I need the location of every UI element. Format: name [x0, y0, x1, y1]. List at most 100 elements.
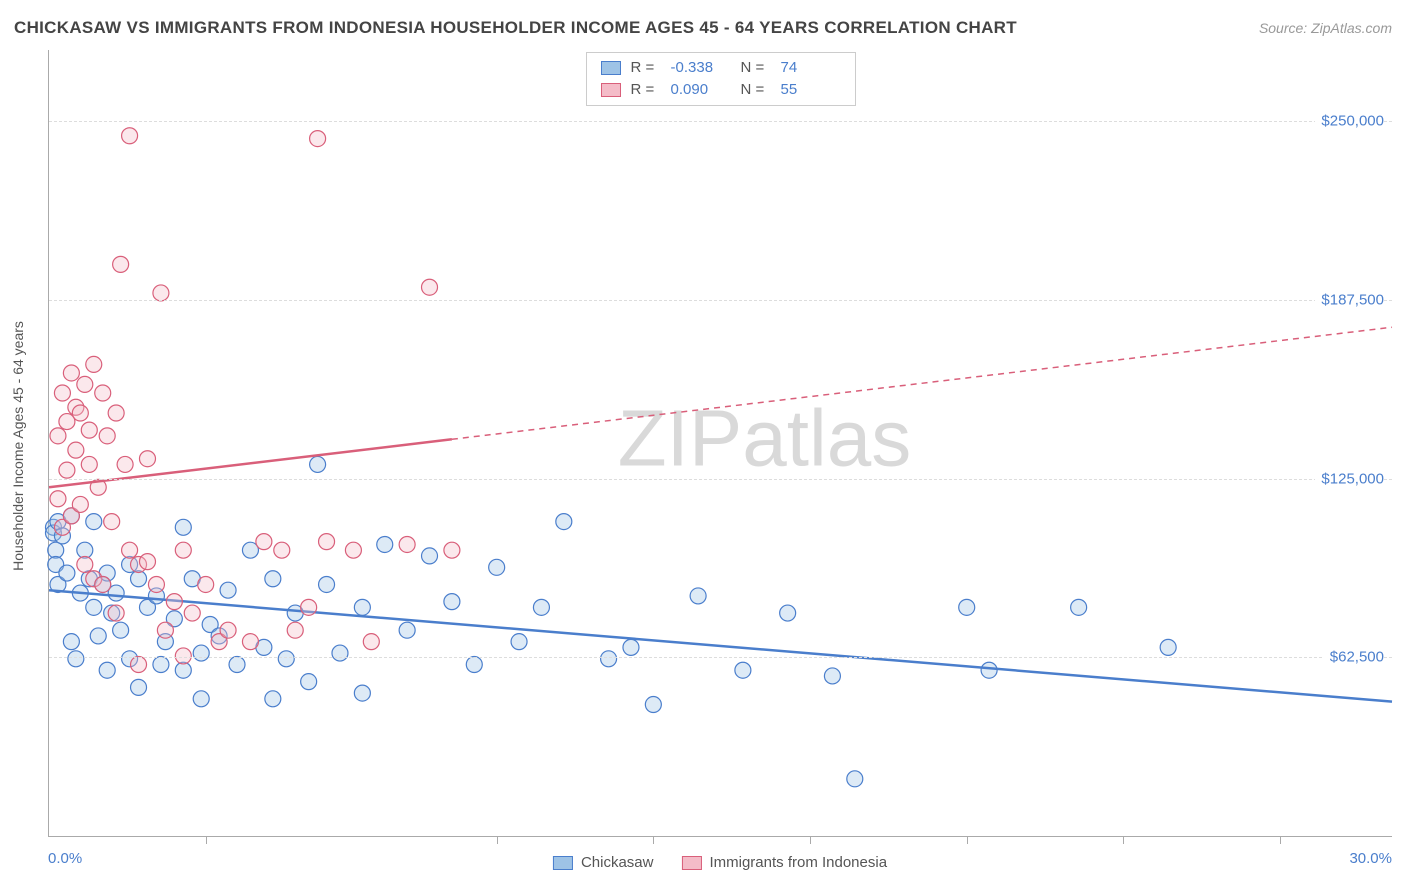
- data-point: [847, 771, 863, 787]
- swatch-series-1: [601, 61, 621, 75]
- data-point: [72, 496, 88, 512]
- data-point: [122, 128, 138, 144]
- data-point: [310, 131, 326, 147]
- data-point: [63, 365, 79, 381]
- source-attribution: Source: ZipAtlas.com: [1259, 20, 1392, 36]
- data-point: [113, 622, 129, 638]
- data-point: [319, 534, 335, 550]
- trend-line: [49, 439, 452, 487]
- data-point: [175, 648, 191, 664]
- data-point: [265, 691, 281, 707]
- data-point: [220, 582, 236, 598]
- data-point: [287, 622, 303, 638]
- data-point: [68, 442, 84, 458]
- data-point: [99, 662, 115, 678]
- data-point: [1071, 599, 1087, 615]
- data-point: [86, 356, 102, 372]
- data-point: [108, 605, 124, 621]
- data-point: [72, 405, 88, 421]
- data-point: [90, 628, 106, 644]
- x-tick: [967, 836, 968, 844]
- gridline-h: [49, 121, 1392, 122]
- data-point: [54, 385, 70, 401]
- data-point: [489, 559, 505, 575]
- data-point: [399, 622, 415, 638]
- data-point: [363, 634, 379, 650]
- r-value-2: 0.090: [671, 79, 731, 101]
- data-point: [139, 451, 155, 467]
- data-point: [256, 534, 272, 550]
- data-point: [301, 674, 317, 690]
- data-point: [242, 634, 258, 650]
- swatch-series-2: [601, 83, 621, 97]
- data-point: [981, 662, 997, 678]
- data-point: [148, 576, 164, 592]
- data-point: [444, 542, 460, 558]
- r-value-1: -0.338: [671, 57, 731, 79]
- correlation-row-2: R = 0.090 N = 55: [601, 79, 841, 101]
- data-point: [399, 536, 415, 552]
- data-point: [77, 556, 93, 572]
- x-tick: [206, 836, 207, 844]
- data-point: [198, 576, 214, 592]
- gridline-h: [49, 479, 1392, 480]
- legend-label-1: Chickasaw: [581, 854, 654, 871]
- data-point: [345, 542, 361, 558]
- data-point: [444, 594, 460, 610]
- data-point: [377, 536, 393, 552]
- y-tick-label: $62,500: [1324, 649, 1384, 666]
- data-point: [959, 599, 975, 615]
- data-point: [354, 685, 370, 701]
- correlation-legend: R = -0.338 N = 74 R = 0.090 N = 55: [586, 52, 856, 106]
- data-point: [131, 657, 147, 673]
- data-point: [319, 576, 335, 592]
- data-point: [623, 639, 639, 655]
- chart-container: CHICKASAW VS IMMIGRANTS FROM INDONESIA H…: [0, 0, 1406, 892]
- series-legend: Chickasaw Immigrants from Indonesia: [553, 854, 887, 871]
- plot-wrap: ZIPatlas R = -0.338 N = 74 R = 0.090 N =…: [48, 50, 1392, 837]
- data-point: [86, 514, 102, 530]
- x-tick: [497, 836, 498, 844]
- data-point: [108, 405, 124, 421]
- data-point: [122, 542, 138, 558]
- legend-swatch-1: [553, 856, 573, 870]
- data-point: [511, 634, 527, 650]
- data-point: [50, 491, 66, 507]
- r-label-2: R =: [631, 79, 661, 101]
- y-axis-title: Householder Income Ages 45 - 64 years: [10, 321, 26, 571]
- data-point: [131, 571, 147, 587]
- data-point: [422, 548, 438, 564]
- data-point: [422, 279, 438, 295]
- data-point: [131, 679, 147, 695]
- data-point: [153, 657, 169, 673]
- title-bar: CHICKASAW VS IMMIGRANTS FROM INDONESIA H…: [14, 18, 1392, 38]
- data-point: [466, 657, 482, 673]
- x-axis-max-label: 30.0%: [1349, 850, 1392, 867]
- x-tick: [1280, 836, 1281, 844]
- trend-line-extrapolated: [452, 327, 1392, 439]
- x-tick: [1123, 836, 1124, 844]
- x-axis-min-label: 0.0%: [48, 850, 82, 867]
- data-point: [153, 285, 169, 301]
- data-point: [193, 645, 209, 661]
- data-point: [166, 594, 182, 610]
- data-point: [556, 514, 572, 530]
- data-point: [175, 542, 191, 558]
- data-point: [139, 554, 155, 570]
- gridline-h: [49, 300, 1392, 301]
- data-point: [117, 456, 133, 472]
- data-point: [81, 456, 97, 472]
- data-point: [1160, 639, 1176, 655]
- data-point: [301, 599, 317, 615]
- data-point: [735, 662, 751, 678]
- x-tick: [810, 836, 811, 844]
- data-point: [113, 256, 129, 272]
- data-point: [63, 634, 79, 650]
- data-point: [265, 571, 281, 587]
- data-point: [533, 599, 549, 615]
- data-point: [274, 542, 290, 558]
- correlation-row-1: R = -0.338 N = 74: [601, 57, 841, 79]
- legend-item-1: Chickasaw: [553, 854, 654, 871]
- data-point: [824, 668, 840, 684]
- data-point: [175, 519, 191, 535]
